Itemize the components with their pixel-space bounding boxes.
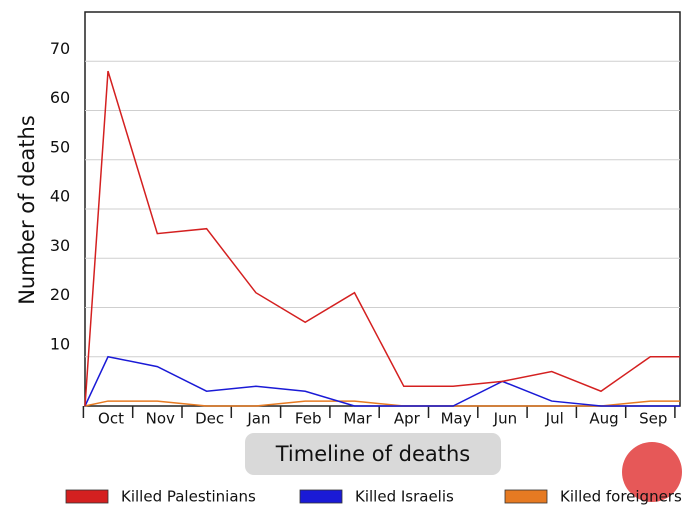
legend-label: Killed Israelis xyxy=(355,488,454,506)
y-tick-label: 10 xyxy=(50,334,70,353)
x-tick-label: Sep xyxy=(639,410,667,428)
y-tick-label: 30 xyxy=(50,236,70,255)
x-tick-label: Jul xyxy=(545,410,564,428)
x-tick-label: May xyxy=(441,410,472,428)
x-tick-label: Jun xyxy=(493,410,517,428)
watermark xyxy=(622,442,682,502)
y-tick-label: 20 xyxy=(50,285,70,304)
legend-label: Killed Palestinians xyxy=(121,488,256,506)
y-tick-label: 40 xyxy=(50,187,70,206)
series-line xyxy=(84,70,680,407)
x-tick-label: Dec xyxy=(195,410,224,428)
legend-swatch xyxy=(65,489,109,504)
x-axis-label: Timeline of deaths xyxy=(275,442,471,466)
series-line xyxy=(84,355,680,407)
x-tick-label: Apr xyxy=(394,410,421,428)
legend-swatch xyxy=(299,489,343,504)
x-tick-label: Oct xyxy=(98,410,124,428)
legend-label: Killed foreigners xyxy=(560,488,682,506)
y-tick-label: 50 xyxy=(50,137,70,156)
legend-swatch xyxy=(504,489,548,504)
x-tick-label: Mar xyxy=(343,410,372,428)
x-tick-label: Aug xyxy=(589,410,618,428)
series-line xyxy=(84,400,680,407)
y-tick-label: 60 xyxy=(50,88,70,107)
x-tick-label: Jan xyxy=(246,410,270,428)
y-tick-label: 70 xyxy=(50,39,70,58)
x-tick-label: Nov xyxy=(146,410,175,428)
x-label-box xyxy=(245,433,501,475)
y-axis-label: Number of deaths xyxy=(15,115,39,305)
x-tick-label: Feb xyxy=(295,410,322,428)
